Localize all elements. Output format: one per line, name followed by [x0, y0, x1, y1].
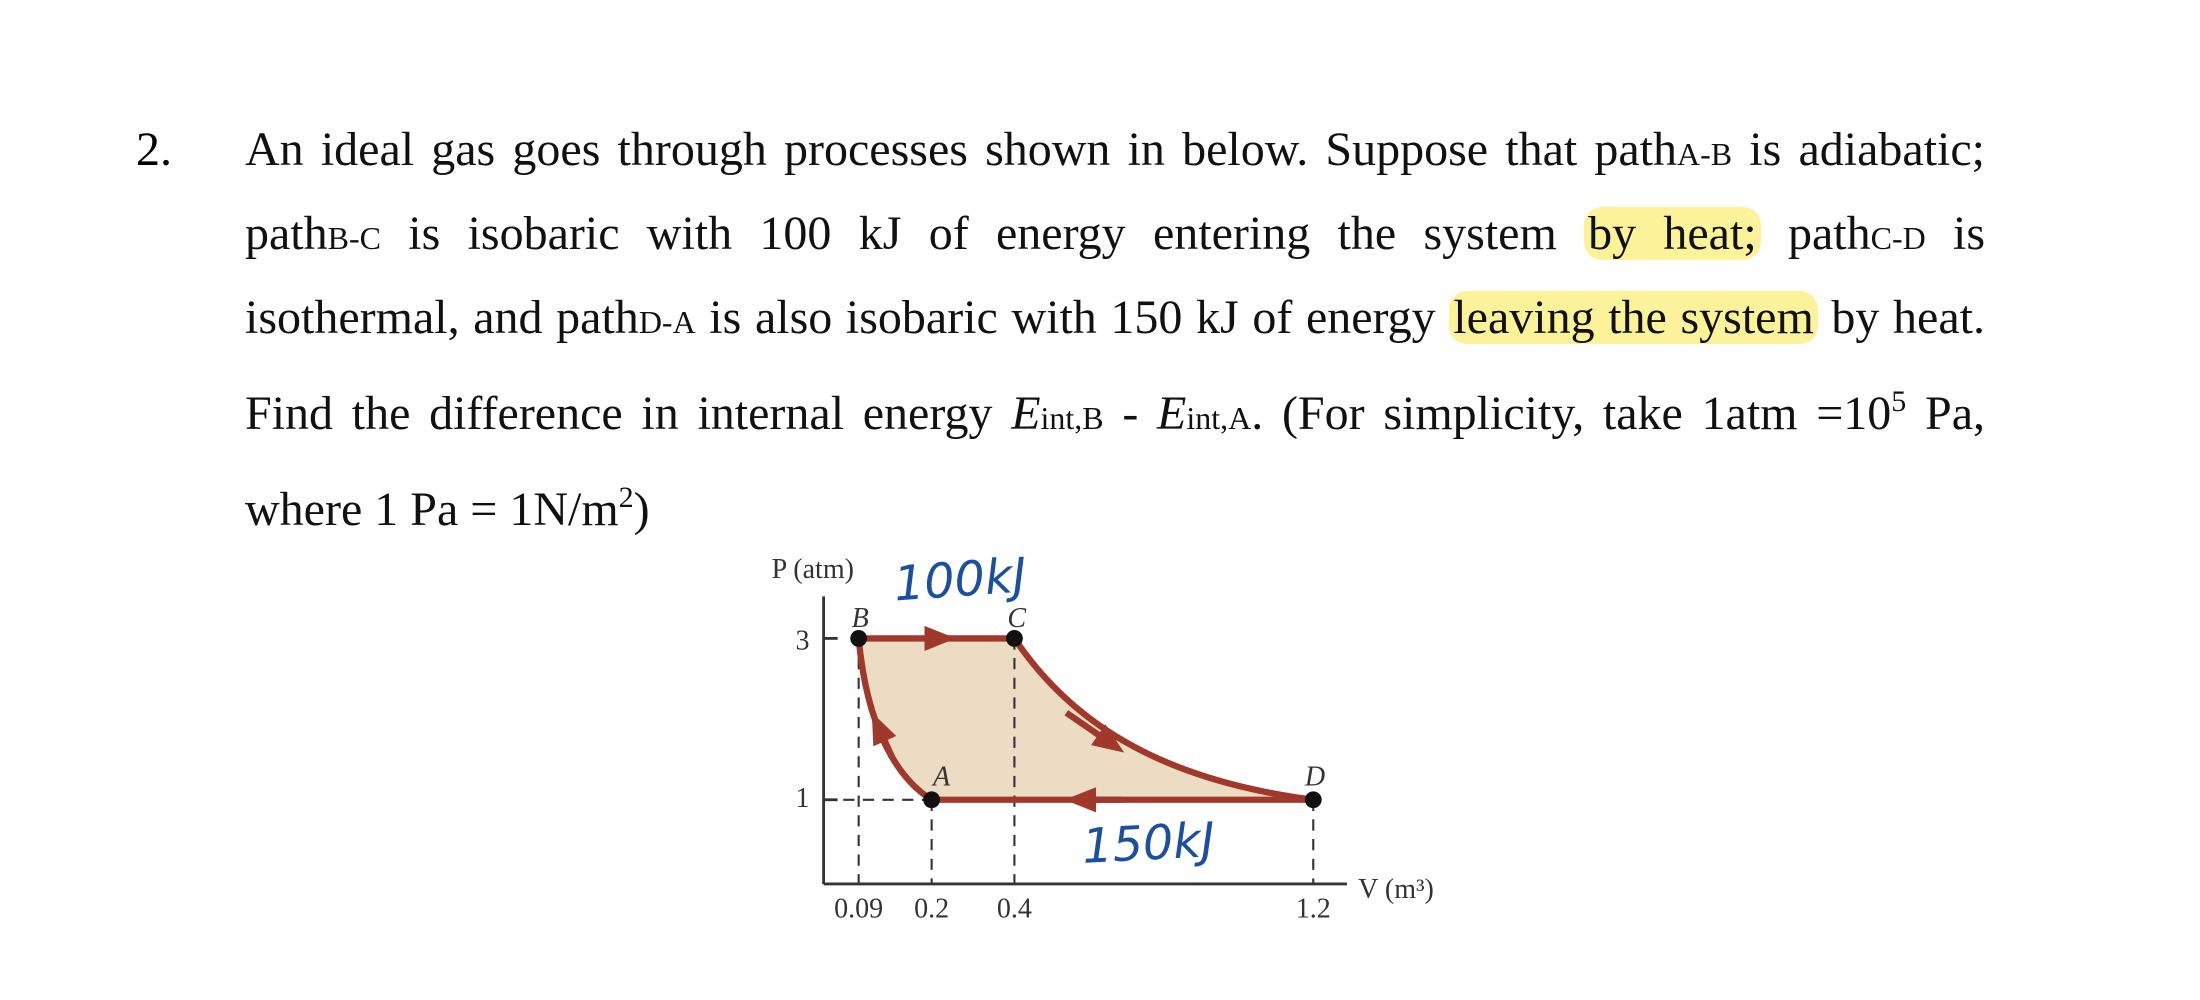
y-tick-label: 3: [796, 626, 810, 657]
text: is adiabatic; path: [245, 123, 1986, 260]
state-points: [850, 629, 1322, 809]
axes: [822, 596, 1347, 886]
superscript: 5: [1891, 385, 1907, 418]
x-axis-label: V (m³): [1358, 874, 1434, 905]
text: is isobaric with 100 kJ of energy enteri…: [380, 207, 1585, 260]
guide-lines: [823, 638, 1315, 884]
subscript: int,B: [1040, 400, 1104, 436]
text: path: [1760, 207, 1871, 260]
x-tick-label: 1.2: [1296, 894, 1331, 925]
highlight: leaving the system: [1449, 291, 1818, 344]
x-tick-label: 0.2: [914, 894, 949, 925]
handwritten-note: 150kJ: [1081, 813, 1216, 875]
text: -: [1103, 387, 1158, 440]
subscript: A-B: [1677, 136, 1733, 172]
superscript: 2: [618, 481, 634, 514]
subscript: int,A: [1186, 400, 1252, 436]
highlight: by heat;: [1584, 207, 1761, 260]
text: Pa, where 1 Pa = 1N/m: [245, 387, 1985, 536]
text: by heat. Find the difference in internal…: [245, 291, 1986, 440]
point-label: C: [1007, 603, 1026, 634]
text: is isothermal, and path: [245, 207, 1986, 344]
point-label: A: [931, 762, 951, 793]
text: is also isobaric with 150 kJ of energy: [695, 291, 1450, 344]
text: An ideal gas goes through processes show…: [245, 123, 1678, 176]
text: . (For simplicity, take 1atm =10: [1251, 387, 1892, 440]
problem-text: An ideal gas goes through processes show…: [245, 110, 1985, 550]
handwritten-note: 100kJ: [892, 548, 1028, 612]
x-tick-label: 0.09: [834, 894, 883, 925]
y-tick-label: 1: [796, 783, 810, 814]
problem-number: 2.: [136, 123, 172, 176]
text: ): [633, 483, 650, 536]
y-axis-label: P (atm): [772, 554, 854, 585]
process-paths: [855, 625, 1314, 813]
symbol: E: [1011, 387, 1041, 440]
subscript: C-D: [1870, 220, 1926, 256]
x-tick-label: 0.4: [997, 894, 1032, 925]
subscript: B-C: [327, 220, 381, 256]
subscript: D-A: [638, 304, 696, 340]
point-label: D: [1304, 762, 1325, 793]
symbol: E: [1157, 387, 1187, 440]
point-label: B: [852, 603, 869, 634]
